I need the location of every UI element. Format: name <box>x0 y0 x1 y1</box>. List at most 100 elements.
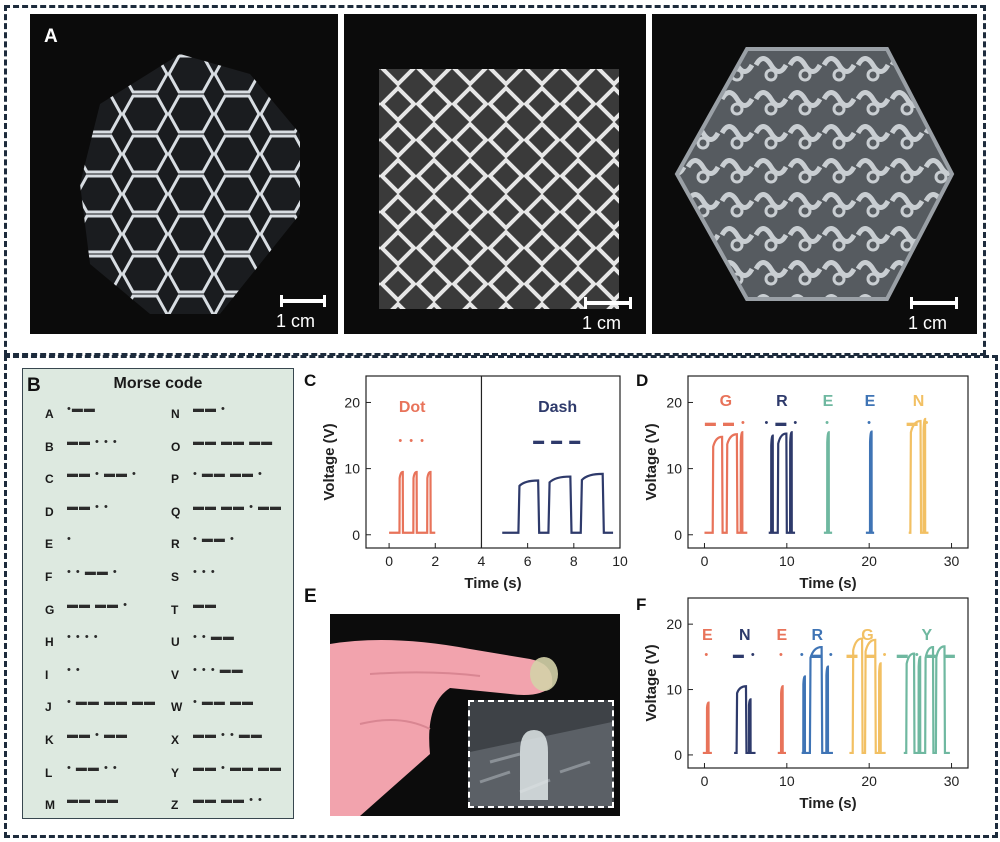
y-axis-label: Voltage (V) <box>643 423 660 500</box>
series-line-g <box>849 637 886 755</box>
series-morse-symbols: • ▬ • <box>800 649 835 661</box>
chart-c: 0 2 4 6 8 10 0 10 20 Time (s) Voltage (V) Dot • • • D… <box>304 371 628 592</box>
series-morse-symbols: • <box>704 649 710 661</box>
series-line-dot <box>389 470 436 534</box>
morse-letter: X <box>171 733 180 747</box>
y-axis-label: Voltage (V) <box>321 423 338 500</box>
scale-bar <box>280 295 326 307</box>
lattice-drawing-2 <box>379 69 619 309</box>
x-tick-label: 10 <box>779 553 795 569</box>
morse-letter: A <box>45 407 54 421</box>
series-line-n <box>908 417 929 534</box>
morse-code-title: Morse code <box>113 375 203 392</box>
series-name-label: Y <box>921 627 932 644</box>
x-tick-label: 4 <box>478 553 486 569</box>
morse-letter: M <box>45 798 55 813</box>
y-tick-label: 0 <box>352 527 360 543</box>
morse-code: ▬▬ ▬▬ ▬▬ <box>193 435 274 448</box>
panel-label: D <box>636 371 648 390</box>
x-tick-label: 8 <box>570 553 578 569</box>
photo-truncated-octahedron-lattice: 1 cm A <box>30 14 338 334</box>
y-axis-label: Voltage (V) <box>643 644 660 721</box>
x-tick-label: 2 <box>431 553 439 569</box>
y-tick-label: 20 <box>666 616 682 632</box>
morse-letter: R <box>171 537 180 552</box>
series-morse-symbols: • <box>825 417 831 429</box>
morse-code: • ▬▬ • <box>193 533 235 546</box>
morse-code: ▬▬ ▬▬ <box>67 794 120 807</box>
x-tick-label: 30 <box>944 553 960 569</box>
series-morse-symbols: • <box>779 649 785 661</box>
chart-d: 0 10 20 30 0 10 20 Time (s) Voltage (V) G ▬ ▬ • R • … <box>636 371 969 592</box>
morse-letter: S <box>171 570 180 584</box>
morse-code-table: B Morse code A •▬▬ B ▬▬ • • • C ▬▬ • ▬▬ • D ▬▬ … <box>22 368 294 819</box>
series-line-e <box>865 430 875 534</box>
morse-code: • • <box>67 663 81 676</box>
panel-label-b: B <box>27 375 41 396</box>
morse-letter: Z <box>171 798 179 813</box>
series-line-y <box>903 645 950 755</box>
morse-code: •▬▬ <box>67 403 96 415</box>
series-name-label: R <box>812 627 824 644</box>
lattice-drawing-1 <box>80 54 300 314</box>
inset-photo <box>468 700 614 808</box>
series-morse-symbols: ▬ • <box>907 417 931 429</box>
morse-code: ▬▬ • • • <box>67 435 118 448</box>
morse-letter: L <box>45 765 53 780</box>
x-tick-label: 10 <box>612 553 628 569</box>
scale-bar <box>910 297 958 309</box>
morse-letter: C <box>45 472 54 487</box>
y-tick-label: 10 <box>666 461 682 477</box>
morse-letter: F <box>45 570 53 584</box>
morse-letter: J <box>45 700 52 715</box>
x-tick-label: 10 <box>779 773 795 789</box>
morse-code: ▬▬ • <box>193 403 226 415</box>
morse-code: • • ▬▬ <box>193 631 235 644</box>
y-tick-label: 0 <box>674 527 682 543</box>
morse-code: • ▬▬ ▬▬ ▬▬ <box>67 696 157 709</box>
morse-code: ▬▬ ▬▬ • <box>67 598 128 611</box>
panel-a-frame <box>4 5 986 356</box>
series-name-label: R <box>776 393 788 410</box>
morse-code: ▬▬ ▬▬ • ▬▬ <box>193 500 283 513</box>
x-tick-label: 20 <box>861 553 877 569</box>
series-line-e <box>777 685 786 755</box>
morse-letter: I <box>45 667 49 682</box>
y-tick-label: 20 <box>344 394 360 410</box>
series-name-label: N <box>913 393 925 410</box>
morse-letter: G <box>45 602 55 617</box>
panel-label: F <box>636 595 646 614</box>
morse-code: • • ▬▬ • <box>67 566 118 578</box>
series-line-g <box>704 431 748 534</box>
x-tick-label: 20 <box>861 773 877 789</box>
panel-label-a: A <box>44 26 58 47</box>
x-axis-label: Time (s) <box>799 795 856 812</box>
panel-label-e: E <box>304 586 317 607</box>
series-morse-symbols: ▬ ▬ • <box>847 649 889 661</box>
series-morse-symbols: ▬ ▬ ▬ <box>533 435 582 447</box>
morse-letter: V <box>171 667 180 682</box>
morse-letter: P <box>171 472 180 487</box>
morse-code: • • • <box>193 566 216 578</box>
x-tick-label: 30 <box>944 773 960 789</box>
finger-drawing <box>330 640 558 816</box>
morse-code: • • • • <box>67 631 99 644</box>
morse-letter: T <box>171 602 179 617</box>
lattice-drawing-3 <box>674 47 955 301</box>
series-line-dash <box>502 472 614 534</box>
series-line-e <box>823 431 833 534</box>
morse-code: ▬▬ • • ▬▬ <box>193 729 263 741</box>
inset-drawing <box>470 722 612 806</box>
y-tick-label: 10 <box>344 461 360 477</box>
series-line-r <box>801 645 833 755</box>
series-name-label: E <box>777 627 788 644</box>
morse-code: • ▬▬ ▬▬ <box>193 696 254 709</box>
panel-label: C <box>304 371 316 390</box>
plot-frame <box>365 375 621 549</box>
series-name-label: E <box>702 627 713 644</box>
morse-letter: E <box>45 537 54 552</box>
series-name-label: Dot <box>399 399 426 416</box>
morse-letter: K <box>45 733 54 747</box>
morse-code: ▬▬ • ▬▬ ▬▬ <box>193 761 283 774</box>
x-tick-label: 6 <box>524 553 532 569</box>
